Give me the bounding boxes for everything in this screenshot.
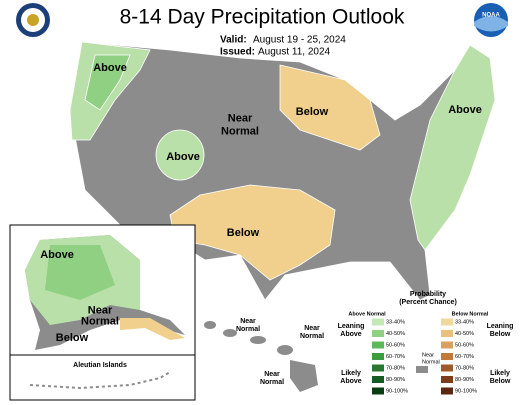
legend-swatch (441, 330, 453, 337)
hawaii-label: Near (264, 371, 280, 378)
legend-range: 60-70% (386, 354, 405, 360)
legend-swatch (372, 330, 384, 337)
region-label: Near (228, 112, 253, 124)
aleutian-title: Aleutian Islands (73, 362, 127, 369)
legend-swatch (372, 341, 384, 349)
region-label: Normal (221, 125, 259, 137)
legend-swatch (441, 353, 453, 360)
legend-swatch (372, 353, 384, 360)
hawaii-label: Near (240, 318, 256, 325)
legend-class: Above (340, 331, 362, 338)
title: 8-14 Day Precipitation Outlook (120, 6, 405, 29)
noaa-logo: NOAA (474, 3, 508, 37)
region-label: Below (296, 106, 329, 118)
legend-range: 33-40% (386, 319, 405, 325)
aleutian-islands (29, 371, 171, 390)
hawaii-label: Near (304, 325, 320, 332)
legend-range: 50-60% (386, 342, 405, 348)
legend-swatch (416, 366, 428, 373)
region-label: Above (448, 104, 482, 116)
legend-class: Likely (490, 370, 510, 377)
issued-label: Issued: (220, 47, 255, 58)
legend: Probability(Percent Chance) Above Normal B… (338, 291, 514, 395)
legend-swatch (372, 318, 384, 326)
hawaii-label: Normal (260, 379, 284, 386)
legend-range: 80-90% (386, 377, 405, 383)
legend-range: 33-40% (455, 319, 474, 325)
legend-title: Probability (410, 291, 446, 298)
legend-swatch (372, 387, 384, 395)
legend-class: Likely (341, 370, 361, 377)
alaska-label: Above (40, 249, 74, 261)
alaska-label: Near (88, 304, 113, 316)
legend-range: 80-90% (455, 377, 474, 383)
legend-class: Leaning (487, 323, 514, 330)
logo-text: NOAA (482, 13, 500, 19)
legend-class: Normal (422, 359, 440, 365)
hawaii-label: Normal (300, 333, 324, 340)
region-label: Above (166, 151, 200, 163)
legend-header: Above Normal (348, 311, 386, 317)
valid-dates: August 19 - 25, 2024 (253, 35, 346, 46)
alaska (25, 235, 185, 350)
legend-header: Below Normal (452, 311, 489, 317)
alaska-label: Normal (81, 315, 119, 327)
legend-class: Below (490, 378, 511, 385)
issued-date: August 11, 2024 (258, 47, 331, 58)
valid-label: Valid: (220, 35, 247, 46)
legend-range: 70-80% (455, 365, 474, 371)
hawaii (204, 321, 318, 392)
legend-range: 70-80% (386, 365, 405, 371)
legend-range: 40-50% (386, 331, 405, 337)
legend-class: Above (340, 378, 362, 385)
alaska-label: Below (56, 332, 89, 344)
legend-range: 90-100% (386, 388, 408, 394)
legend-swatch (372, 376, 384, 383)
legend-swatch (441, 318, 453, 326)
legend-class: Near (422, 352, 434, 358)
legend-title: (Percent Chance) (399, 299, 457, 306)
legend-range: 40-50% (455, 331, 474, 337)
legend-swatch (372, 364, 384, 372)
legend-range: 50-60% (455, 342, 474, 348)
legend-range: 90-100% (455, 388, 477, 394)
legend-range: 60-70% (455, 354, 474, 360)
region-label: Below (227, 227, 260, 239)
doc-seal (16, 3, 50, 37)
hawaii-label: Normal (236, 326, 260, 333)
aleutian-box (9, 354, 196, 401)
legend-swatch (441, 341, 453, 349)
legend-swatch (441, 364, 453, 372)
legend-class: Leaning (338, 323, 365, 330)
legend-class: Below (490, 331, 511, 338)
region-label: Above (93, 62, 127, 74)
legend-swatch (441, 376, 453, 383)
legend-swatch (441, 387, 453, 395)
